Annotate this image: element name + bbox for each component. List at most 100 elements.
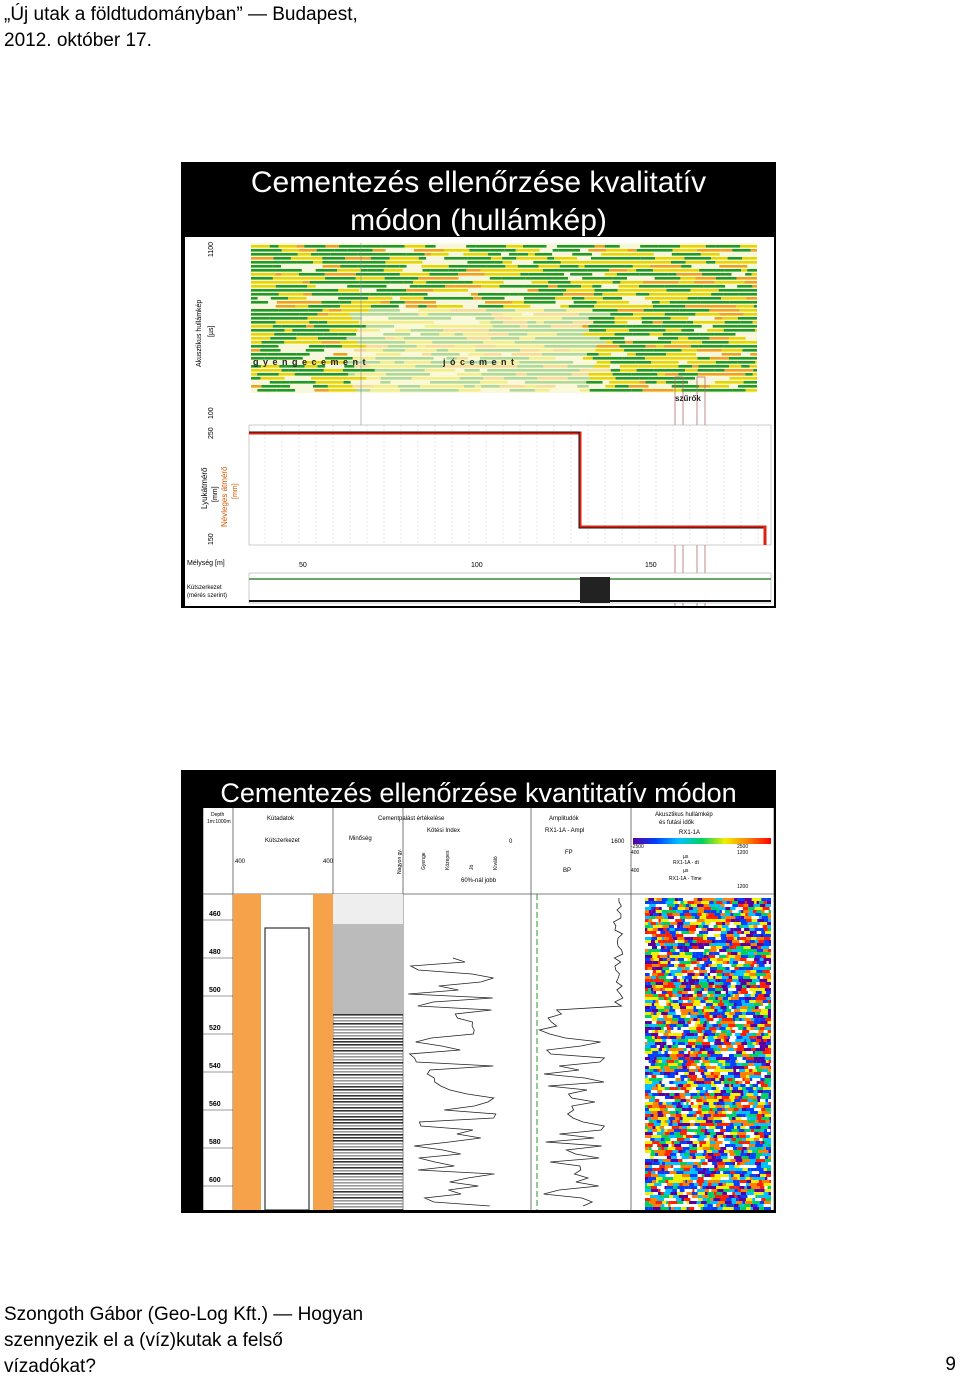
acoustic-wave-cell xyxy=(673,991,678,994)
waveform-band xyxy=(680,245,706,248)
acoustic-wave-cell xyxy=(761,946,769,949)
acoustic-wave-cell xyxy=(720,1153,727,1156)
acoustic-wave-cell xyxy=(728,1003,734,1006)
waveform-band xyxy=(476,345,496,348)
waveform-band xyxy=(492,313,503,316)
acoustic-wave-cell xyxy=(645,1150,651,1153)
acoustic-wave-cell xyxy=(650,1069,654,1072)
acoustic-wave-cell xyxy=(718,1138,725,1141)
acoustic-wave-cell xyxy=(704,955,707,958)
waveform-band xyxy=(572,253,592,256)
waveform-band xyxy=(512,261,533,264)
acoustic-wave-cell xyxy=(705,1057,709,1060)
waveform-band xyxy=(457,301,485,304)
acoustic-wave-cell xyxy=(766,1120,770,1123)
acoustic-wave-cell xyxy=(655,1087,658,1090)
waveform-band xyxy=(750,257,757,260)
acoustic-wave-cell xyxy=(729,1039,735,1042)
acoustic-wave-cell xyxy=(671,1030,676,1033)
waveform-band xyxy=(701,253,720,256)
acoustic-wave-cell xyxy=(726,1114,733,1117)
acoustic-wave-cell xyxy=(718,925,722,928)
waveform-band xyxy=(428,293,446,296)
waveform-band xyxy=(262,341,285,344)
waveform-band xyxy=(554,349,569,352)
acoustic-wave-cell xyxy=(733,1180,737,1183)
acoustic-wave-cell xyxy=(714,1129,720,1132)
acoustic-wave-cell xyxy=(714,1138,717,1141)
acoustic-wave-cell xyxy=(657,1012,662,1015)
acoustic-wave-cell xyxy=(718,1060,725,1063)
acoustic-wave-cell xyxy=(745,940,750,943)
acoustic-wave-cell xyxy=(725,1144,731,1147)
waveform-band xyxy=(502,277,526,280)
waveform-band xyxy=(752,285,757,288)
acoustic-wave-cell xyxy=(670,1087,675,1090)
waveform-band xyxy=(749,349,757,352)
acoustic-wave-cell xyxy=(767,901,771,904)
acoustic-wave-cell xyxy=(657,937,661,940)
acoustic-wave-cell xyxy=(753,910,757,913)
acoustic-wave-cell xyxy=(698,946,704,949)
acoustic-wave-cell xyxy=(704,1021,706,1024)
acoustic-wave-cell xyxy=(693,1018,697,1021)
waveform-band xyxy=(493,325,520,328)
acoustic-wave-cell xyxy=(656,1021,663,1024)
acoustic-wave-cell xyxy=(701,1201,707,1204)
acoustic-wave-cell xyxy=(670,1054,677,1057)
acoustic-wave-cell xyxy=(744,1048,752,1051)
waveform-band xyxy=(251,297,258,300)
quality-stripe xyxy=(333,1068,403,1070)
acoustic-wave-cell xyxy=(674,970,681,973)
acoustic-wave-cell xyxy=(651,940,655,943)
depth-tick-label: 600 xyxy=(209,1177,221,1184)
waveform-band xyxy=(723,293,739,296)
acoustic-wave-cell xyxy=(726,1204,734,1207)
acoustic-wave-cell xyxy=(681,982,688,985)
waveform-band xyxy=(528,325,551,328)
waveform-band xyxy=(627,249,636,252)
acoustic-wave-cell xyxy=(648,1054,655,1057)
acoustic-wave-cell xyxy=(645,1207,649,1210)
acoustic-wave-cell xyxy=(684,1198,690,1201)
acoustic-wave-cell xyxy=(684,937,691,940)
acoustic-wave-cell xyxy=(732,1129,739,1132)
acoustic-wave-cell xyxy=(757,1117,761,1120)
acoustic-wave-cell xyxy=(729,976,733,979)
acoustic-wave-cell xyxy=(741,988,746,991)
acoustic-wave-cell xyxy=(684,1081,687,1084)
acoustic-wave-cell xyxy=(758,1084,761,1087)
acoustic-wave-cell xyxy=(675,940,678,943)
waveform-band xyxy=(460,353,469,356)
acoustic-wave-cell xyxy=(666,1042,672,1045)
waveform-band xyxy=(251,309,278,312)
waveform-band xyxy=(605,385,615,388)
acoustic-wave-cell xyxy=(766,997,771,1000)
acoustic-wave-cell xyxy=(740,973,744,976)
acoustic-wave-cell xyxy=(723,898,728,901)
acoustic-wave-cell xyxy=(681,1096,686,1099)
waveform-band xyxy=(320,297,338,300)
waveform-band xyxy=(645,349,653,352)
acoustic-wave-cell xyxy=(645,952,651,955)
acoustic-wave-cell xyxy=(765,1177,768,1180)
acoustic-wave-cell xyxy=(691,1048,695,1051)
waveform-band xyxy=(295,389,314,392)
acoustic-wave-cell xyxy=(664,922,671,925)
acoustic-wave-cell xyxy=(736,1024,744,1027)
waveform-band xyxy=(617,273,639,276)
waveform-band xyxy=(670,301,676,304)
acoustic-wave-cell xyxy=(714,1036,718,1039)
acoustic-wave-cell xyxy=(677,1207,681,1210)
acoustic-wave-cell xyxy=(745,1018,751,1021)
acoustic-wave-cell xyxy=(752,1171,759,1174)
akusztikus-label: Akusztikus hullámkép xyxy=(655,812,713,818)
waveform-band xyxy=(342,293,369,296)
acoustic-wave-cell xyxy=(751,994,755,997)
waveform-band xyxy=(522,313,533,316)
depth-100: 100 xyxy=(471,562,483,569)
acoustic-wave-cell xyxy=(714,901,716,904)
acoustic-wave-cell xyxy=(730,1093,734,1096)
acoustic-wave-cell xyxy=(746,1012,751,1015)
waveform-band xyxy=(756,309,757,312)
